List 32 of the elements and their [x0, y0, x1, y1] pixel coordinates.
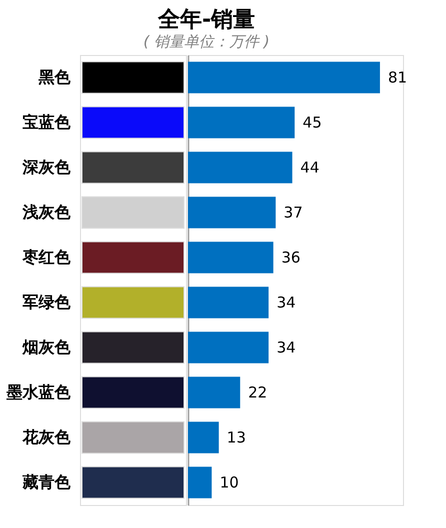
y-tick-label: 浅灰色 — [22, 202, 72, 222]
data-label: 45 — [302, 114, 322, 132]
bar — [188, 242, 274, 274]
y-tick-label: 黑色 — [38, 68, 72, 86]
y-tick-label: 深灰色 — [22, 158, 72, 176]
data-label: 34 — [276, 294, 296, 312]
chart-title: 全年-销量 — [156, 8, 256, 32]
y-tick-label: 墨水蓝色 — [6, 382, 72, 402]
bar — [188, 422, 219, 454]
y-tick-label: 花灰色 — [22, 428, 72, 446]
data-label: 36 — [281, 248, 300, 266]
data-label: 44 — [300, 158, 320, 176]
bar — [188, 196, 276, 228]
y-tick-label: 藏青色 — [22, 472, 72, 492]
data-label: 81 — [388, 68, 408, 86]
data-label: 13 — [226, 428, 246, 446]
bar — [188, 106, 295, 138]
y-tick-label: 烟灰色 — [22, 338, 72, 356]
data-label: 22 — [248, 384, 268, 402]
y-tick-label: 枣红色 — [22, 248, 72, 266]
bar — [188, 376, 240, 408]
y-tick-label: 宝蓝色 — [22, 112, 72, 132]
bar — [188, 466, 212, 498]
bar — [188, 332, 269, 364]
bar — [188, 286, 269, 318]
data-label: 34 — [276, 338, 296, 356]
data-label: 10 — [220, 474, 239, 492]
y-tick-label: 军绿色 — [22, 292, 72, 312]
data-label: 37 — [284, 204, 303, 222]
bar — [188, 152, 292, 184]
bar — [188, 62, 380, 94]
chart-subtitle: ( 销量单位：万件 ) — [143, 32, 270, 50]
